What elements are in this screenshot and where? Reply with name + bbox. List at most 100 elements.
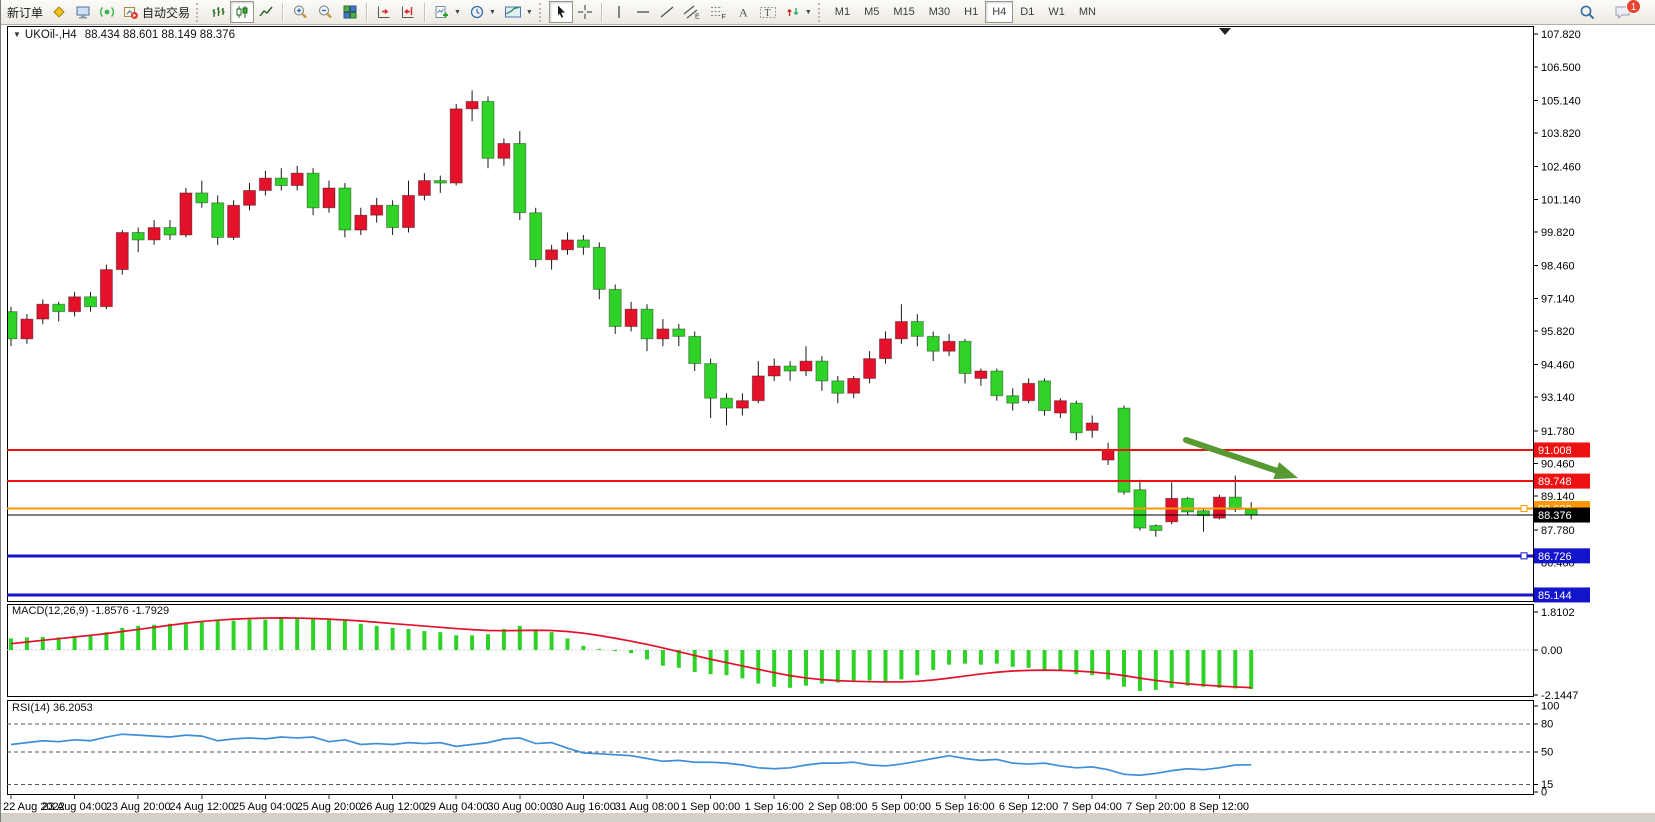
text-label-icon: T [759,7,776,19]
fibonacci-button[interactable]: F [705,1,731,23]
svg-text:90.460: 90.460 [1541,458,1575,470]
timeframe-m15-button[interactable]: M15 [886,1,921,23]
timeframe-mn-button[interactable]: MN [1072,1,1103,23]
candle [274,177,288,187]
cursor-arrow-icon [557,5,565,18]
svg-text:100: 100 [1541,701,1559,713]
candle [942,340,956,352]
vertical-line-icon [618,6,620,18]
auto-scroll-button[interactable] [372,1,396,23]
candle [894,321,908,340]
candle [1165,497,1179,523]
horizontal-line-88.376[interactable]: 88.376 [7,507,1590,523]
horizontal-line-85.144[interactable]: 85.144 [7,587,1590,603]
line-chart-button[interactable] [254,1,278,23]
price-line-badge [1534,473,1590,489]
rsi-pane: 100 80 50 150 [7,701,1559,799]
periods-button[interactable]: ▼ [465,1,500,23]
trend-arrow-annotation[interactable] [1183,437,1298,480]
chart-shift-button[interactable] [396,1,420,23]
candle [767,365,781,377]
svg-text:T: T [764,8,770,19]
candle [36,303,50,320]
notifications-button[interactable]: 1 [1614,0,1641,21]
toolbar-grip[interactable] [196,2,202,22]
channel-button[interactable]: E [679,1,705,23]
new-order-button[interactable]: 新订单 [3,1,47,23]
candle [433,180,447,184]
timeframe-m1-button[interactable]: M1 [828,1,857,23]
svg-text:1 Sep 16:00: 1 Sep 16:00 [745,801,804,813]
cursor-button[interactable] [548,1,573,23]
vertical-line-button[interactable] [607,1,631,23]
search-icon [1580,5,1595,19]
toolbar-grip[interactable] [538,2,545,22]
candle [656,328,670,340]
candle [990,370,1004,397]
svg-text:15: 15 [1541,779,1553,791]
candle [624,308,638,327]
toolbar-grip[interactable] [817,2,824,22]
timeframe-h1-button[interactable]: H1 [957,1,985,23]
svg-text:80: 80 [1541,718,1553,730]
svg-text:25 Aug 04:00: 25 Aug 04:00 [233,801,298,813]
price-line-badge [1534,507,1590,523]
auto-trading-button[interactable]: 自动交易 [119,1,194,23]
svg-text:26 Aug 12:00: 26 Aug 12:00 [360,801,425,813]
candle [783,365,797,372]
candle [1006,395,1020,404]
zoom-out-button[interactable] [313,1,338,23]
text-button[interactable]: A [731,1,755,23]
horizontal-line-89.748[interactable]: 89.748 [7,473,1590,489]
svg-text:1.8102: 1.8102 [1541,607,1575,619]
bar-chart-button[interactable] [206,1,230,23]
text-icon: A [739,6,748,20]
candle [211,202,225,238]
svg-text:102.460: 102.460 [1541,162,1581,174]
horizontal-line-86.726[interactable]: 86.726 [7,548,1590,564]
timeframe-h4-button[interactable]: H4 [985,1,1014,23]
notification-badge: 1 [1626,0,1641,14]
candle [386,204,400,229]
candle [258,177,272,191]
candle [561,239,574,251]
one-click-trading-toggle-icon[interactable]: ▼ [13,30,21,39]
candlestick-icon [236,6,248,18]
mql-button[interactable] [47,1,71,23]
candle [815,360,829,382]
tile-windows-button[interactable] [338,1,362,23]
chart-title: ▼ UKOil-,H4 88.434 88.601 88.149 88.376 [13,29,235,41]
horizontal-line-91.008[interactable]: 91.008 [7,442,1590,458]
candle [52,303,66,313]
svg-text:86.726: 86.726 [1538,551,1572,563]
zoom-in-button[interactable] [288,1,313,23]
candlestick-chart-button[interactable] [230,1,255,23]
candle [1085,422,1099,431]
text-label-button[interactable]: T [755,1,781,23]
crosshair-button[interactable] [573,1,597,23]
horizontal-line-icon [636,11,649,13]
candle [799,360,813,372]
timeframe-w1-button[interactable]: W1 [1041,1,1072,23]
timeframe-d1-button[interactable]: D1 [1013,1,1041,23]
new-chart-button[interactable]: ▼ [430,1,465,23]
timeframe-m30-button[interactable]: M30 [922,1,957,23]
chart-shift-marker[interactable] [1219,28,1231,35]
svg-text:6 Sep 12:00: 6 Sep 12:00 [999,801,1058,813]
templates-button[interactable]: ▼ [500,1,537,23]
signals-button[interactable] [95,1,119,23]
timeframe-m5-button[interactable]: M5 [857,1,886,23]
candle [640,308,654,340]
search-button[interactable] [1575,1,1600,23]
charts-window-button[interactable] [71,1,95,23]
arrows-button[interactable]: ▼ [781,1,816,23]
new-order-label: 新订单 [7,5,44,20]
svg-text:88.376: 88.376 [1538,510,1572,522]
horizontal-line-button[interactable] [631,1,655,23]
candle [449,108,463,184]
candle [163,227,177,236]
candle [1069,402,1083,434]
trendline-button[interactable] [655,1,679,23]
